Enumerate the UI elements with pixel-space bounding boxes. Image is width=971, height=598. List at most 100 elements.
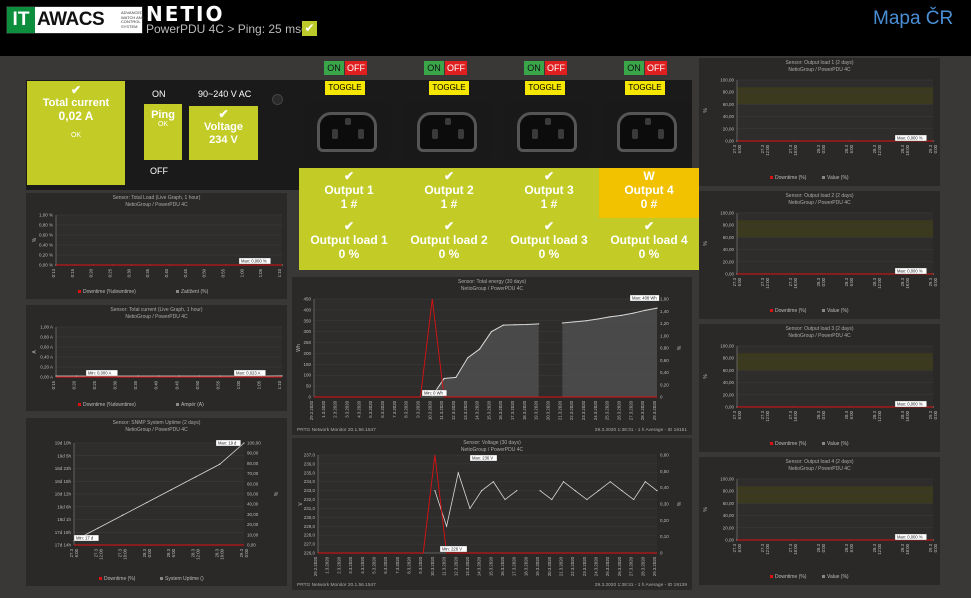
x-tick-label: 19.3.2020 [535, 556, 540, 576]
ping-label: Ping [151, 109, 175, 121]
y-tick-label: 230,0 [304, 515, 316, 520]
x-tick-label: 14.3.2020 [475, 400, 480, 420]
output-2-on-button[interactable]: ON [424, 61, 444, 75]
output-load-3-chart: Sensor: Output load 3 (2 days)NetioGroup… [703, 326, 938, 447]
y2-tick-label: 30,00 [247, 512, 259, 517]
output-load-2-status[interactable]: ✔ Output load 2 0 % [399, 218, 499, 270]
output-4-off-button[interactable]: OFF [645, 61, 667, 75]
total-load-chart-panel: Sensor: Total Load (Live Graph, 1 hour) N… [26, 193, 287, 299]
data-point [609, 316, 611, 318]
y-tick-label: 40,00 [723, 380, 735, 385]
y-tick-label: 237,0 [304, 453, 316, 458]
x-tick-label: 5.3.2020 [368, 400, 373, 417]
y-tick-label: 0,80 A [40, 335, 53, 340]
annotation-label: Min: 0 Wh [424, 391, 444, 396]
data-point [586, 498, 588, 501]
y-axis-label: % [703, 374, 709, 379]
y2-tick-label: 1,40 [660, 309, 669, 314]
legend-label: Downtime (%) [775, 308, 807, 314]
output-1-on-button[interactable]: ON [324, 61, 344, 75]
x-tick-label: 15.3.2020 [486, 400, 491, 420]
annotation-box [421, 389, 447, 397]
output-4-status[interactable]: W Output 4 0 # [599, 168, 699, 218]
data-point [170, 489, 172, 491]
output-2-toggle-button[interactable]: TOGGLE [429, 81, 469, 95]
voltage-tile[interactable]: ✔ Voltage 234 V [189, 106, 258, 160]
output-load-1-status[interactable]: ✔ Output load 1 0 % [299, 218, 399, 270]
output-1-toggle-button[interactable]: TOGGLE [325, 81, 365, 95]
x-tick-label: 27.3 [69, 548, 74, 557]
x-tick-label: 18:00 [123, 548, 128, 559]
chart-title: Sensor: Output load 3 (2 days) [785, 326, 853, 332]
y2-tick-label: 10,00 [247, 532, 259, 537]
y-tick-label: 40,00 [723, 114, 735, 119]
output-load-1-chart-panel: Sensor: Output load 1 (2 days) NetioGroup… [699, 58, 940, 186]
check-icon: ✔ [343, 219, 355, 233]
output-3-toggle-button[interactable]: TOGGLE [525, 81, 565, 95]
x-tick-label: 2.3.2020 [333, 400, 338, 417]
output-4-toggle-button[interactable]: TOGGLE [625, 81, 665, 95]
voltage-value: 234 V [209, 134, 238, 146]
x-tick-label: 22.3.2020 [570, 556, 575, 576]
x-tick-label: 7.3.2020 [392, 400, 397, 417]
data-point [121, 514, 124, 516]
chart-title: Sensor: Voltage (30 days) [463, 440, 521, 446]
x-tick-label: 28.3.2020 [640, 400, 645, 420]
output-1-status[interactable]: ✔ Output 1 1 # [299, 168, 399, 218]
output-1-label: Output 1 [324, 183, 374, 197]
y-tick-label: 80,00 [723, 356, 735, 361]
x-tick-label: 0:00 [821, 543, 826, 552]
output-2-off-button[interactable]: OFF [445, 61, 467, 75]
x-tick-label: 6:00 [74, 548, 79, 557]
output-3-on-button[interactable]: ON [524, 61, 544, 75]
legend-swatch [822, 176, 825, 179]
total-current-tile[interactable]: ✔ Total current 0,02 A OK [27, 81, 125, 185]
annotation-label: Min: 17 d [76, 536, 94, 541]
y-tick-label: 20,00 [723, 525, 735, 530]
itawacs-logo[interactable]: IT AWACS ADVANCED WATCH AND CONTROL SYST… [6, 6, 145, 34]
x-tick-label: 28.3 [142, 548, 147, 557]
output-3-off-button[interactable]: OFF [545, 61, 567, 75]
y2-tick-label: 0,10 [660, 534, 669, 539]
legend-swatch [78, 290, 81, 293]
x-tick-label: 27.3 [788, 543, 793, 552]
output-load-4-status[interactable]: ✔ Output load 4 0 % [599, 218, 699, 270]
x-tick-label: 0:40 [164, 268, 169, 277]
y-tick-label: 226,0 [304, 551, 316, 556]
breadcrumb[interactable]: PowerPDU 4C > Ping: 25 msec [146, 22, 314, 36]
x-tick-label: 1:10 [277, 380, 282, 389]
annotation-label: Max: 0,000 % [897, 402, 923, 407]
x-tick-label: 2.3.2020 [336, 556, 341, 573]
data-point [492, 481, 494, 483]
output-4-on-button[interactable]: ON [624, 61, 644, 75]
x-tick-label: 8.3.2020 [404, 400, 409, 417]
output-load-3-status[interactable]: ✔ Output load 3 0 % [499, 218, 599, 270]
data-point [178, 375, 180, 377]
y-tick-label: 232,0 [304, 497, 316, 502]
data-point [514, 324, 516, 326]
x-tick-label: 10.3.2020 [430, 556, 435, 576]
y-tick-label: 250 [303, 340, 311, 345]
x-tick-label: 11.3.2020 [442, 556, 447, 575]
data-point [656, 490, 658, 492]
y-tick-label: 229,0 [304, 524, 316, 529]
data-point [632, 312, 634, 314]
x-tick-label: 1:10 [277, 268, 282, 277]
x-tick-label: 21.3.2020 [558, 556, 563, 576]
ping-tile[interactable]: Ping OK [146, 106, 180, 158]
output-3-status[interactable]: ✔ Output 3 1 # [499, 168, 599, 218]
x-tick-label: 12:00 [765, 277, 770, 288]
output-1-off-button[interactable]: OFF [345, 61, 367, 75]
check-icon: ✔ [443, 169, 455, 183]
plot-area [56, 327, 282, 377]
output-load-4-label: Output load 4 [610, 233, 688, 247]
chart-title: Sensor: Output load 4 (2 days) [785, 459, 853, 465]
socket-pin [532, 129, 538, 139]
y-axis-label: % [703, 507, 709, 512]
x-tick-label: 0:30 [126, 268, 131, 277]
annotation-label: Min: 226 V [442, 547, 462, 552]
x-tick-label: 27.3 [732, 543, 737, 552]
output-2-status[interactable]: ✔ Output 2 1 # [399, 168, 499, 218]
map-link[interactable]: Mapa ČR [873, 8, 954, 29]
off-label: OFF [150, 166, 168, 176]
